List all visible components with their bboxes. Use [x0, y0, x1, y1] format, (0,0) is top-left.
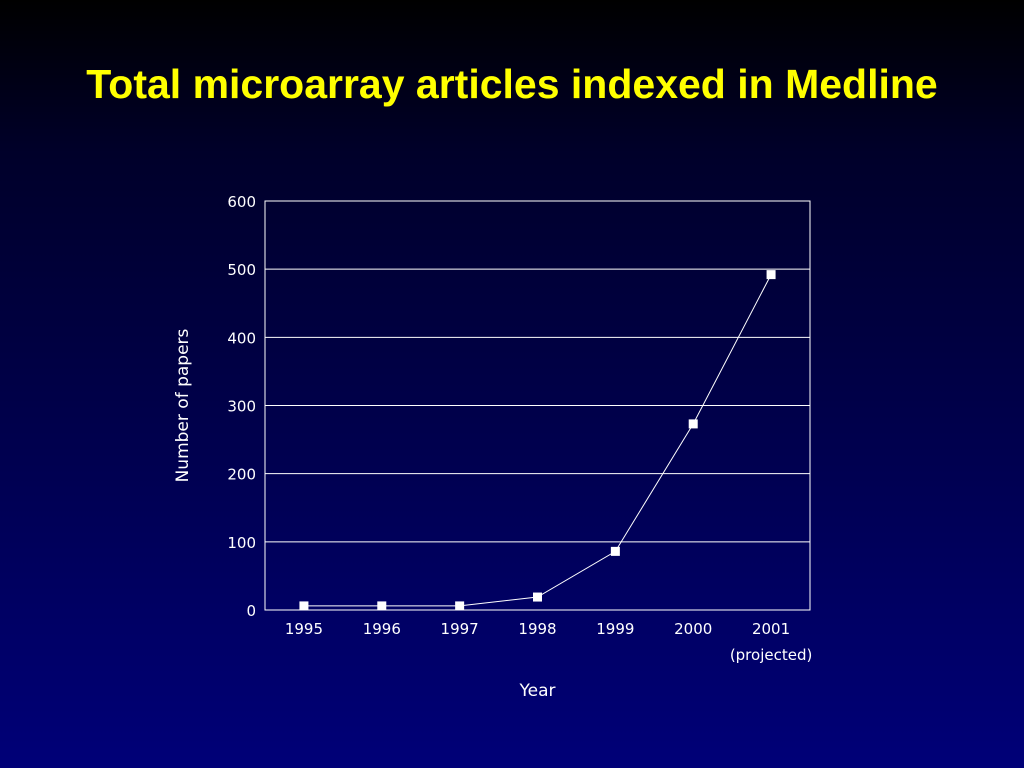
series-line: [303, 274, 772, 607]
y-axis-label: Number of papers: [173, 328, 193, 482]
data-point-marker: [688, 419, 698, 429]
data-point-marker: [299, 601, 309, 611]
y-tick-label: 500: [227, 261, 256, 279]
gridlines: [265, 268, 810, 543]
slide-title: Total microarray articles indexed in Med…: [86, 61, 938, 107]
x-axis-label: Year: [519, 681, 556, 701]
x-tick-label: 1997: [441, 620, 479, 638]
x-tick-label: 1999: [596, 620, 634, 638]
x-tick-label: 2001: [752, 620, 790, 638]
x-tick-note: (projected): [730, 646, 813, 664]
data-point-marker: [610, 546, 620, 556]
y-tick-label: 0: [246, 602, 256, 620]
y-tick-label: 200: [227, 466, 256, 484]
y-tick-label: 400: [227, 329, 256, 347]
series-layer: [299, 270, 776, 611]
x-tick-label: 2000: [674, 620, 712, 638]
data-point-marker: [377, 601, 387, 611]
x-tick-label: 1998: [518, 620, 556, 638]
y-tick-label: 100: [227, 534, 256, 552]
data-point-marker: [533, 592, 542, 602]
y-tick-label: 300: [227, 398, 256, 416]
x-tick-label: 1995: [285, 620, 323, 638]
plot-area-frame: [264, 200, 811, 611]
y-axis-ticks: 0 100 200 300 400 500 600: [227, 193, 256, 620]
data-point-marker: [455, 601, 465, 611]
y-tick-label: 600: [227, 193, 256, 211]
data-point-marker: [766, 270, 776, 280]
x-axis-ticks: 1995 1996 1997 1998 1999 2000 2001 (projected): [285, 620, 812, 664]
x-tick-label: 1996: [363, 620, 401, 638]
